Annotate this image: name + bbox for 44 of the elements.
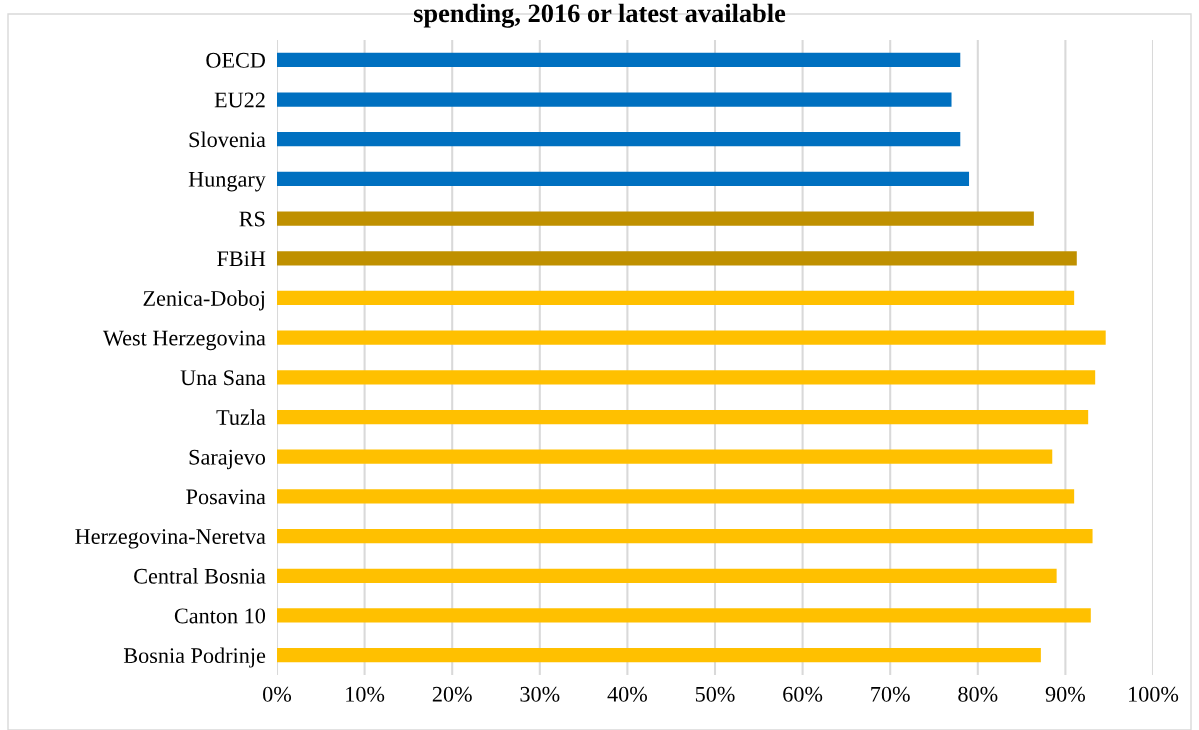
bar <box>277 251 1077 266</box>
x-tick-label: 50% <box>695 686 735 702</box>
bar <box>277 648 1041 663</box>
y-tick-label: Tuzla <box>216 409 266 425</box>
x-tick-label: 90% <box>1045 686 1086 702</box>
bar <box>277 290 1075 306</box>
y-tick-label: RS <box>239 211 265 227</box>
bar <box>277 409 1089 425</box>
y-tick-label: EU22 <box>214 92 265 108</box>
bar <box>277 528 1093 544</box>
x-tick-label: 20% <box>432 686 472 702</box>
y-tick-label: FBiH <box>217 251 266 267</box>
y-tick-label: Slovenia <box>189 131 266 148</box>
bar <box>277 211 1034 226</box>
bar <box>277 92 952 107</box>
bar <box>277 370 1096 385</box>
x-tick-label: 60% <box>783 686 823 702</box>
bar <box>277 449 1053 464</box>
x-tick-label: 100% <box>1129 686 1179 702</box>
y-tick-label: West Herzegovina <box>102 330 266 351</box>
y-tick-label: Herzegovina-Neretva <box>75 529 266 549</box>
x-tick-label: 0% <box>263 686 292 702</box>
x-tick-label: 70% <box>871 686 910 702</box>
y-tick-label: Sarajevo <box>189 449 266 470</box>
y-tick-label: Canton 10 <box>174 608 266 624</box>
x-tick-label: 30% <box>520 686 560 702</box>
y-tick-label: OECD <box>206 52 265 68</box>
chart-title: spending, 2016 or latest available <box>413 3 786 28</box>
y-tick-label: Hungary <box>188 172 266 192</box>
x-tick-label: 10% <box>346 686 385 702</box>
bar <box>277 489 1075 504</box>
bar <box>277 608 1091 623</box>
bar <box>277 568 1057 583</box>
y-tick-label: Una Sana <box>180 370 266 386</box>
x-tick-label: 80% <box>958 686 998 702</box>
y-tick-label: Zenica-Doboj <box>143 290 264 311</box>
x-tick-label: 40% <box>607 686 648 702</box>
bar <box>277 171 970 187</box>
y-tick-label: Posavina <box>186 489 266 505</box>
bar <box>277 52 961 67</box>
bar <box>277 132 961 147</box>
bar <box>277 330 1106 345</box>
y-tick-label: Central Bosnia <box>134 568 266 584</box>
y-tick-label: Bosnia Podrinje <box>123 647 266 668</box>
